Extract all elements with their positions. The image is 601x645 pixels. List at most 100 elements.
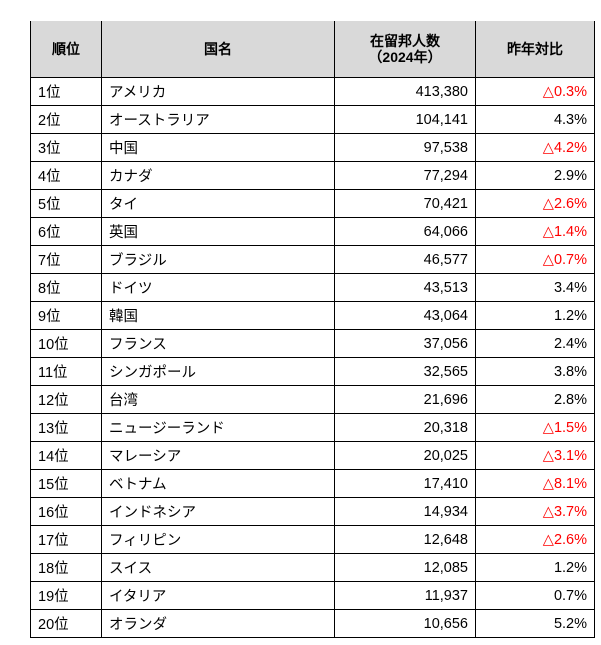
yoy-cell: 5.2% bbox=[475, 609, 595, 638]
rank-cell: 14位 bbox=[30, 441, 102, 470]
rank-cell: 19位 bbox=[30, 581, 102, 610]
rank-cell: 7位 bbox=[30, 245, 102, 274]
country-cell: ブラジル bbox=[101, 245, 335, 274]
country-cell: マレーシア bbox=[101, 441, 335, 470]
residents-cell: 12,648 bbox=[334, 525, 476, 554]
table-row: 13位 ニュージーランド 20,318 △1.5% bbox=[30, 413, 595, 442]
country-cell: 台湾 bbox=[101, 385, 335, 414]
residents-cell: 46,577 bbox=[334, 245, 476, 274]
table-row: 20位 オランダ 10,656 5.2% bbox=[30, 609, 595, 638]
country-cell: 英国 bbox=[101, 217, 335, 246]
rank-cell: 10位 bbox=[30, 329, 102, 358]
yoy-cell: △2.6% bbox=[475, 525, 595, 554]
yoy-cell: 3.4% bbox=[475, 273, 595, 302]
rank-cell: 15位 bbox=[30, 469, 102, 498]
yoy-cell: △2.6% bbox=[475, 189, 595, 218]
yoy-cell: △8.1% bbox=[475, 469, 595, 498]
table-row: 15位 ベトナム 17,410 △8.1% bbox=[30, 469, 595, 498]
rank-cell: 2位 bbox=[30, 105, 102, 134]
yoy-cell: △3.1% bbox=[475, 441, 595, 470]
country-cell: ドイツ bbox=[101, 273, 335, 302]
residents-cell: 11,937 bbox=[334, 581, 476, 610]
yoy-cell: 2.8% bbox=[475, 385, 595, 414]
rank-cell: 4位 bbox=[30, 161, 102, 190]
header-residents: 在留邦人数 （2024年） bbox=[334, 21, 476, 78]
yoy-cell: △1.5% bbox=[475, 413, 595, 442]
table-row: 1位 アメリカ 413,380 △0.3% bbox=[30, 77, 595, 106]
table-row: 11位 シンガポール 32,565 3.8% bbox=[30, 357, 595, 386]
residents-cell: 43,513 bbox=[334, 273, 476, 302]
table-row: 12位 台湾 21,696 2.8% bbox=[30, 385, 595, 414]
yoy-cell: △1.4% bbox=[475, 217, 595, 246]
yoy-cell: 1.2% bbox=[475, 553, 595, 582]
country-cell: アメリカ bbox=[101, 77, 335, 106]
residents-cell: 21,696 bbox=[334, 385, 476, 414]
country-cell: インドネシア bbox=[101, 497, 335, 526]
rank-cell: 18位 bbox=[30, 553, 102, 582]
header-country: 国名 bbox=[101, 21, 335, 78]
table-row: 3位 中国 97,538 △4.2% bbox=[30, 133, 595, 162]
header-row: 順位 国名 在留邦人数 （2024年） 昨年対比 bbox=[30, 21, 595, 78]
table-row: 16位 インドネシア 14,934 △3.7% bbox=[30, 497, 595, 526]
header-rank: 順位 bbox=[30, 21, 102, 78]
table-row: 18位 スイス 12,085 1.2% bbox=[30, 553, 595, 582]
residents-cell: 104,141 bbox=[334, 105, 476, 134]
residents-cell: 64,066 bbox=[334, 217, 476, 246]
table-row: 19位 イタリア 11,937 0.7% bbox=[30, 581, 595, 610]
rank-cell: 6位 bbox=[30, 217, 102, 246]
residents-cell: 10,656 bbox=[334, 609, 476, 638]
country-cell: 中国 bbox=[101, 133, 335, 162]
table-row: 4位 カナダ 77,294 2.9% bbox=[30, 161, 595, 190]
header-residents-line1: 在留邦人数 bbox=[370, 33, 440, 49]
table-row: 2位 オーストラリア 104,141 4.3% bbox=[30, 105, 595, 134]
country-cell: ベトナム bbox=[101, 469, 335, 498]
yoy-cell: 1.2% bbox=[475, 301, 595, 330]
table-row: 7位 ブラジル 46,577 △0.7% bbox=[30, 245, 595, 274]
table-row: 5位 タイ 70,421 △2.6% bbox=[30, 189, 595, 218]
rank-cell: 3位 bbox=[30, 133, 102, 162]
residents-cell: 20,318 bbox=[334, 413, 476, 442]
rank-cell: 9位 bbox=[30, 301, 102, 330]
residents-cell: 77,294 bbox=[334, 161, 476, 190]
country-cell: ニュージーランド bbox=[101, 413, 335, 442]
country-cell: オーストラリア bbox=[101, 105, 335, 134]
rank-cell: 16位 bbox=[30, 497, 102, 526]
residents-cell: 32,565 bbox=[334, 357, 476, 386]
residents-cell: 17,410 bbox=[334, 469, 476, 498]
table-row: 10位 フランス 37,056 2.4% bbox=[30, 329, 595, 358]
yoy-cell: 3.8% bbox=[475, 357, 595, 386]
yoy-cell: △0.3% bbox=[475, 77, 595, 106]
residents-cell: 413,380 bbox=[334, 77, 476, 106]
rank-cell: 11位 bbox=[30, 357, 102, 386]
country-cell: フィリピン bbox=[101, 525, 335, 554]
residents-cell: 97,538 bbox=[334, 133, 476, 162]
header-residents-line2: （2024年） bbox=[368, 49, 442, 65]
country-cell: カナダ bbox=[101, 161, 335, 190]
yoy-cell: 0.7% bbox=[475, 581, 595, 610]
residents-cell: 20,025 bbox=[334, 441, 476, 470]
country-cell: オランダ bbox=[101, 609, 335, 638]
residents-cell: 12,085 bbox=[334, 553, 476, 582]
country-cell: タイ bbox=[101, 189, 335, 218]
rank-cell: 1位 bbox=[30, 77, 102, 106]
yoy-cell: △3.7% bbox=[475, 497, 595, 526]
country-cell: フランス bbox=[101, 329, 335, 358]
country-cell: シンガポール bbox=[101, 357, 335, 386]
table-row: 6位 英国 64,066 △1.4% bbox=[30, 217, 595, 246]
residents-cell: 70,421 bbox=[334, 189, 476, 218]
rank-cell: 13位 bbox=[30, 413, 102, 442]
yoy-cell: △0.7% bbox=[475, 245, 595, 274]
table-row: 17位 フィリピン 12,648 △2.6% bbox=[30, 525, 595, 554]
header-yoy: 昨年対比 bbox=[475, 21, 595, 78]
table-row: 14位 マレーシア 20,025 △3.1% bbox=[30, 441, 595, 470]
table-body: 1位 アメリカ 413,380 △0.3% 2位 オーストラリア 104,141 4.3% 3位… bbox=[30, 77, 595, 638]
yoy-cell: 2.4% bbox=[475, 329, 595, 358]
rank-cell: 8位 bbox=[30, 273, 102, 302]
yoy-cell: △4.2% bbox=[475, 133, 595, 162]
table-header: 順位 国名 在留邦人数 （2024年） 昨年対比 bbox=[30, 21, 595, 78]
yoy-cell: 4.3% bbox=[475, 105, 595, 134]
residents-cell: 14,934 bbox=[334, 497, 476, 526]
residents-cell: 43,064 bbox=[334, 301, 476, 330]
overseas-residents-ranking-table: 順位 国名 在留邦人数 （2024年） 昨年対比 1位 アメリカ 413,380 △0… bbox=[30, 21, 595, 638]
residents-cell: 37,056 bbox=[334, 329, 476, 358]
